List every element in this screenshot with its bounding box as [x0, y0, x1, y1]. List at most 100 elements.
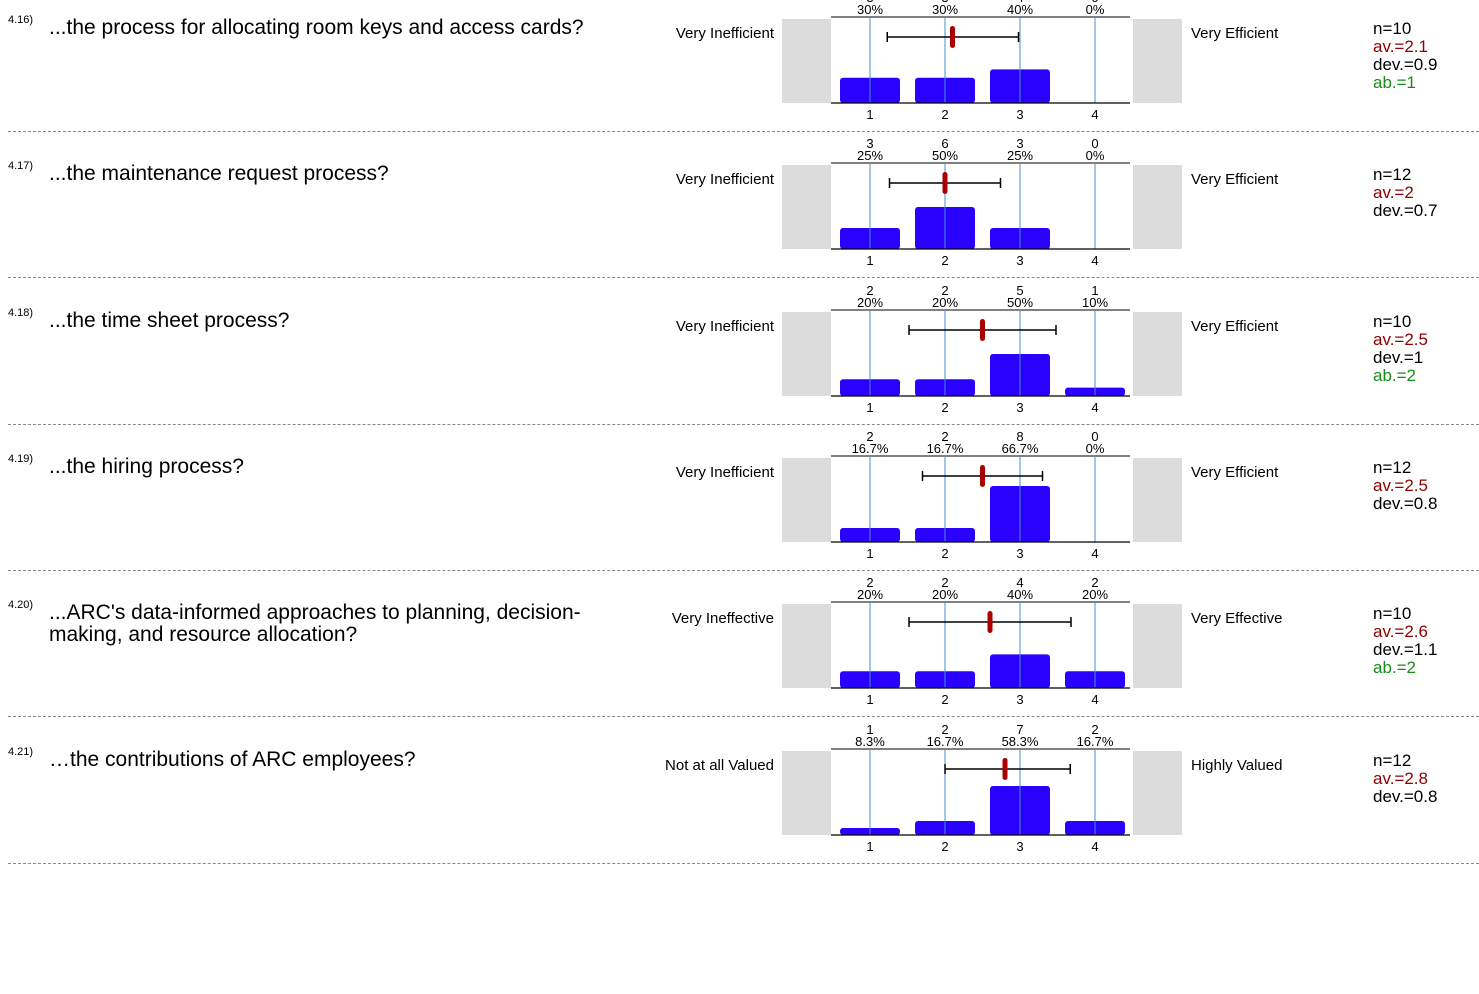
survey-question-row: 4.20) ...ARC's data-informed approaches t… — [0, 575, 1479, 734]
count-label: 2 — [866, 575, 873, 590]
question-text: ...the time sheet process? — [49, 309, 290, 332]
left-gray-box — [782, 751, 831, 835]
stats-block: n=10 av.=2.6 dev.=1.1 ab.=2 — [1373, 605, 1437, 677]
question-number: 4.18) — [8, 307, 34, 319]
percent-label: 20% — [1082, 587, 1108, 602]
mean-marker — [980, 465, 985, 487]
stat-abstentions: ab.=2 — [1373, 658, 1417, 677]
stat-average: av.=2.5 — [1373, 476, 1428, 495]
mean-marker — [980, 319, 985, 341]
percent-label: 50% — [932, 148, 958, 163]
scale-left-label: Very Inefficient — [675, 318, 774, 335]
stat-abstentions: ab.=2 — [1373, 366, 1417, 385]
left-gray-box — [782, 312, 831, 396]
percent-label: 25% — [857, 148, 883, 163]
scale-right-label: Very Effective — [1191, 610, 1283, 627]
percent-label: 20% — [857, 295, 883, 310]
scale-left-label: Very Ineffective — [671, 610, 774, 627]
row-divider — [8, 716, 1479, 717]
right-gray-box — [1133, 751, 1182, 835]
tick-label: 4 — [1091, 839, 1098, 854]
percent-label: 8.3% — [855, 734, 885, 749]
question-number: 4.16) — [8, 14, 34, 26]
stats-block: n=10 av.=2.5 dev.=1 ab.=2 — [1373, 313, 1428, 385]
percent-label: 40% — [1007, 587, 1033, 602]
count-label: 3 — [1016, 136, 1023, 151]
tick-label: 4 — [1091, 692, 1098, 707]
scale-right-label: Very Efficient — [1191, 318, 1279, 335]
tick-label: 2 — [941, 253, 948, 268]
percent-label: 40% — [1007, 2, 1033, 17]
question-text: ...the maintenance request process? — [49, 162, 389, 185]
stat-deviation: dev.=0.8 — [1373, 787, 1438, 806]
histogram-chart: 19.1%29.1%363.6%418.2% — [0, 0, 1479, 2]
stats-block: n=10 av.=2.1 dev.=0.9 ab.=1 — [1373, 20, 1437, 92]
right-gray-box — [1133, 604, 1182, 688]
percent-label: 20% — [932, 587, 958, 602]
survey-question-row: 4.19) ...the hiring process? Very Ineffici… — [0, 429, 1479, 588]
tick-label: 3 — [1016, 107, 1023, 122]
stats-block: n=12 av.=2.8 dev.=0.8 — [1373, 752, 1437, 806]
stat-n: n=12 — [1373, 165, 1412, 184]
stat-deviation: dev.=0.8 — [1373, 494, 1438, 513]
tick-label: 3 — [1016, 253, 1023, 268]
survey-question-row: 4.15)...the process for obtaining a park… — [0, 0, 1479, 2]
mean-marker — [1002, 758, 1008, 780]
row-divider — [8, 131, 1479, 132]
scale-left-label: Very Inefficient — [675, 464, 774, 481]
stat-average: av.=2.5 — [1373, 330, 1428, 349]
stat-average: av.=2.1 — [1373, 37, 1428, 56]
stat-n: n=12 — [1373, 458, 1412, 477]
mean-marker — [950, 26, 955, 48]
right-gray-box — [1133, 312, 1182, 396]
tick-label: 4 — [1091, 107, 1098, 122]
percent-label: 30% — [857, 2, 883, 17]
count-label: 4 — [1016, 575, 1023, 590]
tick-label: 2 — [941, 839, 948, 854]
question-text: ...the process for allocating room keys … — [49, 16, 584, 39]
count-label: 0 — [1091, 429, 1098, 444]
count-label: 2 — [941, 722, 948, 737]
percent-label: 20% — [932, 295, 958, 310]
count-label: 2 — [1091, 575, 1098, 590]
scale-right-label: Very Efficient — [1191, 171, 1279, 188]
tick-label: 3 — [1016, 546, 1023, 561]
count-label: 0 — [1091, 136, 1098, 151]
tick-label: 2 — [941, 107, 948, 122]
stat-n: n=10 — [1373, 604, 1412, 623]
tick-label: 4 — [1091, 546, 1098, 561]
percent-label: 16.7% — [852, 441, 889, 456]
count-label: 2 — [941, 283, 948, 298]
count-label: 1 — [1091, 283, 1098, 298]
tick-label: 2 — [941, 400, 948, 415]
tick-label: 3 — [1016, 839, 1023, 854]
stat-n: n=10 — [1373, 312, 1412, 331]
stat-n: n=10 — [1373, 19, 1412, 38]
scale-right-label: Very Efficient — [1191, 25, 1279, 42]
stat-deviation: dev.=1.1 — [1373, 640, 1438, 659]
stats-block: n=12 av.=2.5 dev.=0.8 — [1373, 459, 1437, 513]
count-label: 2 — [941, 575, 948, 590]
percent-label: 20% — [857, 587, 883, 602]
right-gray-box — [1133, 458, 1182, 542]
row-divider — [8, 863, 1479, 864]
survey-question-row: 4.16) ...the process for allocating room … — [0, 0, 1479, 149]
survey-question-row: 4.17) ...the maintenance request process?… — [0, 136, 1479, 295]
question-number: 4.19) — [8, 453, 34, 465]
count-label: 7 — [1016, 722, 1023, 737]
tick-label: 2 — [941, 546, 948, 561]
survey-question-row: 4.18) ...the time sheet process? Very Inef… — [0, 283, 1479, 442]
tick-label: 1 — [866, 546, 873, 561]
scale-left-label: Very Inefficient — [675, 25, 774, 42]
right-gray-box — [1133, 165, 1182, 249]
mean-marker — [987, 611, 993, 633]
scale-left-label: Not at all Valued — [665, 757, 774, 774]
count-label: 0 — [1091, 0, 1098, 5]
scale-right-label: Highly Valued — [1191, 757, 1283, 774]
tick-label: 1 — [866, 692, 873, 707]
